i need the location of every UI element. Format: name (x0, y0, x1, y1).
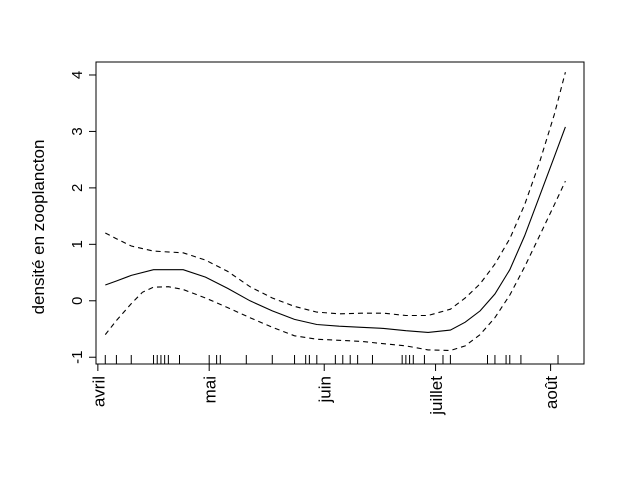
y-tick-label: 0 (69, 297, 86, 305)
rug (104, 355, 559, 364)
series-group (104, 72, 566, 352)
y-axis: -1 0 1 2 3 4 (69, 71, 97, 364)
y-axis-label: densité en zooplancton (29, 140, 48, 315)
y-tick-label: 3 (69, 127, 86, 135)
fit-line (105, 126, 566, 333)
y-tick-label: 2 (69, 184, 86, 192)
x-tick-label: juin (316, 376, 335, 403)
x-axis: avril mai juin juillet août (89, 363, 561, 416)
x-tick-label: avril (89, 376, 108, 407)
y-tick-label: 1 (69, 240, 86, 248)
x-tick-label: mai (201, 376, 220, 403)
upper-band-line (105, 72, 566, 317)
x-tick-label: juillet (427, 376, 446, 416)
x-tick-label: août (542, 376, 561, 409)
lower-band-line (104, 180, 566, 352)
y-tick-label: 4 (69, 71, 86, 79)
plot-frame (95, 61, 585, 365)
y-tick-label: -1 (69, 351, 86, 364)
